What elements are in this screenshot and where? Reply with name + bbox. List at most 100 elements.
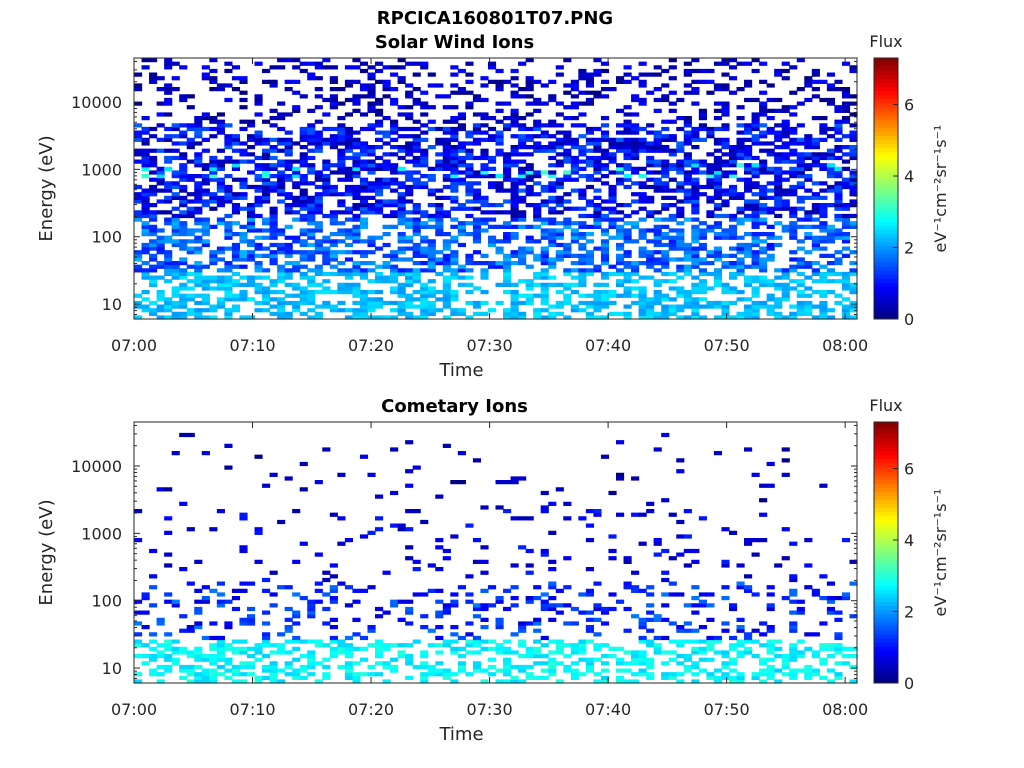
heatmap-cell bbox=[329, 105, 338, 110]
heatmap-cell bbox=[706, 166, 715, 171]
heatmap-cell bbox=[337, 300, 346, 306]
heatmap-cell bbox=[653, 268, 662, 273]
heatmap-cell bbox=[405, 643, 414, 648]
heatmap-cell bbox=[608, 195, 617, 200]
heatmap-cell bbox=[653, 87, 662, 92]
heatmap-cell bbox=[631, 654, 640, 659]
heatmap-cell bbox=[781, 105, 790, 110]
heatmap-cell bbox=[277, 159, 286, 164]
heatmap-cell bbox=[194, 188, 203, 193]
heatmap-cell bbox=[811, 159, 820, 164]
heatmap-cell bbox=[540, 282, 549, 287]
colorbar-segment bbox=[874, 139, 898, 145]
heatmap-cell bbox=[375, 177, 384, 182]
heatmap-cell bbox=[435, 614, 444, 619]
heatmap-cell bbox=[721, 112, 730, 117]
heatmap-cell bbox=[849, 664, 858, 670]
heatmap-cell bbox=[616, 235, 625, 240]
heatmap-cell bbox=[540, 123, 549, 128]
heatmap-cell bbox=[412, 206, 421, 211]
heatmap-cell bbox=[841, 159, 851, 164]
heatmap-cell bbox=[533, 596, 542, 601]
heatmap-cell bbox=[141, 661, 150, 666]
heatmap-cell bbox=[728, 155, 738, 161]
heatmap-cell bbox=[563, 90, 572, 95]
heatmap-cells bbox=[134, 432, 858, 684]
heatmap-cell bbox=[284, 148, 293, 153]
heatmap-cell bbox=[231, 293, 241, 298]
heatmap-cell bbox=[533, 628, 542, 633]
heatmap-cell bbox=[322, 112, 331, 117]
heatmap-cell bbox=[329, 271, 338, 277]
heatmap-cell bbox=[284, 300, 293, 306]
heatmap-cell bbox=[299, 181, 308, 186]
heatmap-cell bbox=[585, 159, 595, 164]
heatmap-cell bbox=[698, 246, 707, 251]
heatmap-cell bbox=[375, 527, 384, 532]
heatmap-cell bbox=[292, 509, 301, 514]
heatmap-cell bbox=[472, 123, 482, 128]
heatmap-cell bbox=[533, 293, 542, 298]
heatmap-cell bbox=[405, 483, 414, 488]
colorbar-segment bbox=[874, 94, 898, 100]
heatmap-cell bbox=[525, 293, 534, 298]
heatmap-cell bbox=[653, 72, 662, 77]
heatmap-cell bbox=[209, 126, 218, 132]
heatmap-cell bbox=[819, 311, 828, 316]
heatmap-cell bbox=[548, 123, 557, 128]
heatmap-cell bbox=[194, 679, 203, 684]
heatmap-cell bbox=[728, 606, 738, 612]
heatmap-cell bbox=[525, 596, 534, 601]
heatmap-cell bbox=[367, 101, 376, 106]
heatmap-cell bbox=[503, 661, 512, 666]
heatmap-cell bbox=[751, 137, 760, 142]
heatmap-cell bbox=[254, 137, 263, 142]
heatmap-cell bbox=[231, 206, 241, 211]
heatmap-cell bbox=[593, 509, 602, 514]
heatmap-cell bbox=[759, 232, 768, 237]
heatmap-cell bbox=[510, 119, 519, 124]
heatmap-cell bbox=[540, 145, 549, 150]
heatmap-cell bbox=[668, 65, 677, 70]
heatmap-cell bbox=[728, 635, 738, 641]
heatmap-cell bbox=[600, 174, 610, 179]
heatmap-cell bbox=[209, 134, 218, 139]
heatmap-cell bbox=[307, 199, 316, 204]
heatmap-cell bbox=[322, 592, 331, 597]
heatmap-cell bbox=[608, 654, 617, 659]
heatmap-cell bbox=[390, 213, 399, 219]
colorbar-segment bbox=[874, 135, 898, 141]
heatmap-cell bbox=[224, 232, 233, 237]
heatmap-cell bbox=[277, 297, 286, 302]
heatmap-cell bbox=[766, 675, 775, 680]
heatmap-cell bbox=[638, 250, 647, 255]
heatmap-cell bbox=[480, 559, 489, 564]
heatmap-cell bbox=[209, 195, 218, 200]
heatmap-cell bbox=[646, 130, 655, 135]
heatmap-cell bbox=[201, 65, 210, 70]
heatmap-cell bbox=[706, 163, 715, 168]
heatmap-cell bbox=[804, 235, 813, 240]
heatmap-cell bbox=[608, 137, 617, 142]
heatmap-cell bbox=[149, 58, 158, 63]
heatmap-cell bbox=[510, 261, 519, 266]
heatmap-cell bbox=[284, 639, 293, 644]
heatmap-cell bbox=[352, 206, 361, 211]
heatmap-cell bbox=[781, 141, 790, 146]
heatmap-cell bbox=[231, 210, 241, 215]
heatmap-cell bbox=[457, 141, 466, 146]
heatmap-cell bbox=[495, 643, 504, 648]
heatmap-cell bbox=[503, 672, 512, 677]
heatmap-cell bbox=[691, 90, 700, 95]
heatmap-cell bbox=[616, 282, 625, 287]
heatmap-cell bbox=[759, 668, 768, 673]
heatmap-cell bbox=[691, 246, 700, 251]
heatmap-cell bbox=[329, 188, 338, 193]
heatmap-cell bbox=[359, 61, 369, 66]
heatmap-cell bbox=[375, 650, 384, 655]
heatmap-cell bbox=[194, 192, 203, 197]
heatmap-cell bbox=[284, 628, 293, 633]
heatmap-cell bbox=[307, 614, 316, 619]
heatmap-cell bbox=[804, 134, 813, 139]
y-tick-label: 100 bbox=[91, 592, 122, 611]
